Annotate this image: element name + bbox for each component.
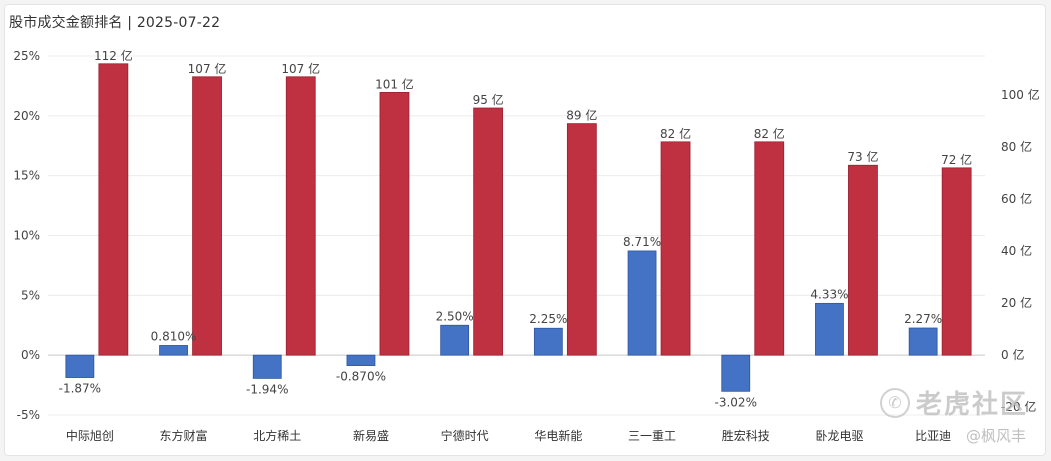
right-tick-label: 100 亿: [1001, 87, 1040, 102]
bar-change: [65, 354, 95, 378]
bar-change-label: -1.94%: [246, 382, 288, 396]
category-label: 比亚迪: [915, 429, 951, 443]
category-label: 中际旭创: [66, 428, 114, 443]
tiger-logo-icon: ✆: [880, 387, 910, 418]
bar-change: [533, 327, 563, 356]
bar-amount-label: 107 亿: [281, 61, 320, 76]
category-label: 宁德时代: [441, 428, 489, 443]
bar-amount-label: 101 亿: [375, 76, 414, 91]
bar-amount-label: 82 亿: [660, 126, 691, 141]
bar-labels: -1.87% 112 亿 0.810% 107 亿 -1.94% 107 亿 -0.870%…: [59, 48, 973, 410]
watermark-user: @枫风丰: [966, 427, 1027, 445]
bar-change-label: 8.71%: [623, 235, 661, 249]
bar-change-label: 2.25%: [529, 312, 567, 326]
bar-amount: [941, 167, 972, 356]
left-tick-label: 25%: [13, 49, 40, 63]
left-tick-label: -5%: [17, 408, 40, 422]
bar-change-label: 2.27%: [904, 312, 942, 326]
category-label: 卧龙电驱: [815, 429, 863, 443]
category-label: 北方稀土: [253, 428, 301, 443]
right-axis-ticks: 100 亿 80 亿 60 亿 40 亿 20 亿 0 亿 -20 亿: [1001, 87, 1040, 414]
bar-amount: [848, 164, 878, 356]
bar-change: [908, 327, 938, 356]
category-label: 新易盛: [353, 428, 389, 443]
bar-amount-label: 72 亿: [941, 152, 972, 167]
bar-amount-label: 107 亿: [188, 61, 227, 76]
bar-amount-label: 112 亿: [94, 48, 133, 63]
bar-change: [627, 250, 657, 356]
bar-amount-label: 95 亿: [473, 92, 504, 107]
watermark: ✆ 老虎社区: [880, 384, 1028, 421]
right-tick-label: -20 亿: [1001, 399, 1036, 414]
category-label: 华电新能: [534, 428, 582, 443]
right-tick-label: 20 亿: [1001, 295, 1032, 310]
bar-amount: [473, 107, 504, 356]
bar-amount: [285, 76, 316, 356]
bar-change-label: -1.87%: [59, 382, 101, 396]
left-tick-label: 15%: [13, 169, 40, 183]
bar-change-label: -0.870%: [336, 370, 386, 384]
bar-amount: [192, 76, 222, 356]
left-tick-label: 10%: [13, 229, 40, 243]
chart-title: 股市成交金额排名 | 2025-07-22: [9, 15, 221, 31]
bar-change-label: 0.810%: [151, 329, 197, 343]
bar-change: [815, 302, 844, 356]
bar-change-label: -3.02%: [715, 395, 757, 409]
right-tick-label: 40 亿: [1001, 243, 1032, 258]
bar-amount-label: 89 亿: [566, 108, 597, 123]
bar-amount: [98, 63, 129, 356]
bar-change: [346, 354, 376, 366]
bar-change: [440, 324, 470, 356]
bar-amount: [379, 91, 410, 356]
bar-amount-label: 82 亿: [754, 126, 785, 141]
bar-change-label: 2.50%: [436, 309, 474, 323]
bar-amount: [660, 141, 691, 356]
category-label: 三一重工: [628, 429, 676, 443]
bar-amount: [566, 123, 597, 356]
right-tick-label: 0 亿: [1001, 347, 1024, 362]
bar-change-label: 4.33%: [810, 287, 848, 301]
bar-change: [252, 354, 282, 379]
x-axis-ticks: 中际旭创 东方财富 北方稀土 新易盛 宁德时代 华电新能 三一重工 胜宏科技 卧龙电驱 比亚迪: [66, 428, 951, 443]
bar-amount-label: 73 亿: [847, 149, 878, 164]
category-label: 东方财富: [160, 428, 208, 443]
left-tick-label: 5%: [21, 288, 40, 302]
watermark-brand: 老虎社区: [916, 390, 1029, 420]
bar-change: [721, 354, 751, 392]
left-axis-ticks: 25% 20% 15% 10% 5% 0% -5%: [13, 49, 40, 422]
grid-lines: [48, 55, 985, 416]
left-tick-label: 0%: [21, 348, 40, 362]
right-tick-label: 80 亿: [1001, 139, 1032, 154]
right-tick-label: 60 亿: [1001, 191, 1032, 206]
bar-amount: [754, 141, 785, 356]
bars: [65, 63, 972, 392]
left-tick-label: 20%: [13, 109, 40, 123]
bar-change: [159, 345, 188, 356]
category-label: 胜宏科技: [722, 428, 770, 443]
